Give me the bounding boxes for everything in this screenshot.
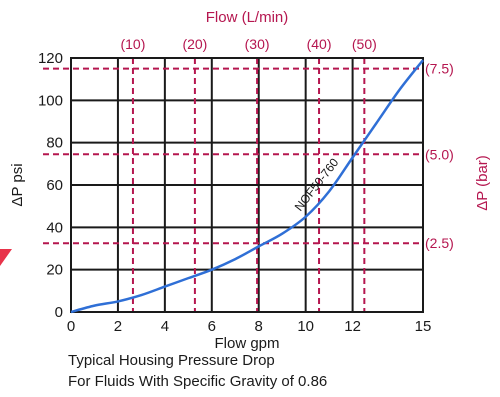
x2-axis-title: Flow (L/min) xyxy=(206,9,289,26)
plot-border xyxy=(70,57,424,313)
x-tick-label: 2 xyxy=(114,318,122,335)
y2-tick-label: (2.5) xyxy=(425,235,454,251)
y-tick-label: 40 xyxy=(46,219,63,236)
y-tick-label: 100 xyxy=(38,92,63,109)
x-tick-label: 0 xyxy=(67,318,75,335)
series-line-nof50-760 xyxy=(70,59,424,314)
x-tick-label: 15 xyxy=(415,318,432,335)
y-tick-label: 120 xyxy=(38,50,63,67)
secondary-grid xyxy=(43,58,423,312)
plot-frame xyxy=(70,57,424,313)
x-tick-label: 12 xyxy=(344,318,361,335)
x2-tick-label: (50) xyxy=(352,36,377,52)
y2-tick-label: (7.5) xyxy=(425,61,454,77)
y-tick-label: 20 xyxy=(46,262,63,279)
x-tick-label: 8 xyxy=(255,318,263,335)
x-tick-label: 6 xyxy=(208,318,216,335)
x2-tick-label: (10) xyxy=(120,36,145,52)
primary-grid xyxy=(71,58,423,312)
x2-tick-label: (20) xyxy=(182,36,207,52)
y-axis-title: ΔP psi xyxy=(9,163,26,206)
x2-tick-label: (30) xyxy=(245,36,270,52)
y-tick-label: 60 xyxy=(46,177,63,194)
x-tick-label: 4 xyxy=(161,318,169,335)
chart-caption-line-1: Typical Housing Pressure Drop xyxy=(68,352,275,369)
series-layer xyxy=(70,59,424,314)
chart-caption-line-2: For Fluids With Specific Gravity of 0.86 xyxy=(68,373,328,390)
red-arrow-marker xyxy=(0,249,12,266)
y-tick-label: 0 xyxy=(55,304,63,321)
y-tick-label: 80 xyxy=(46,135,63,152)
x-tick-label: 10 xyxy=(297,318,314,335)
labels-layer: 0 2 4 6 8 10 12 15 0 20 40 60 80 100 120 (10) (20) (30) (4… xyxy=(9,9,491,352)
x-axis-title: Flow gpm xyxy=(214,335,279,352)
y2-axis-title: ΔP (bar) xyxy=(474,155,491,211)
y2-tick-label: (5.0) xyxy=(425,146,454,162)
x2-tick-label: (40) xyxy=(307,36,332,52)
